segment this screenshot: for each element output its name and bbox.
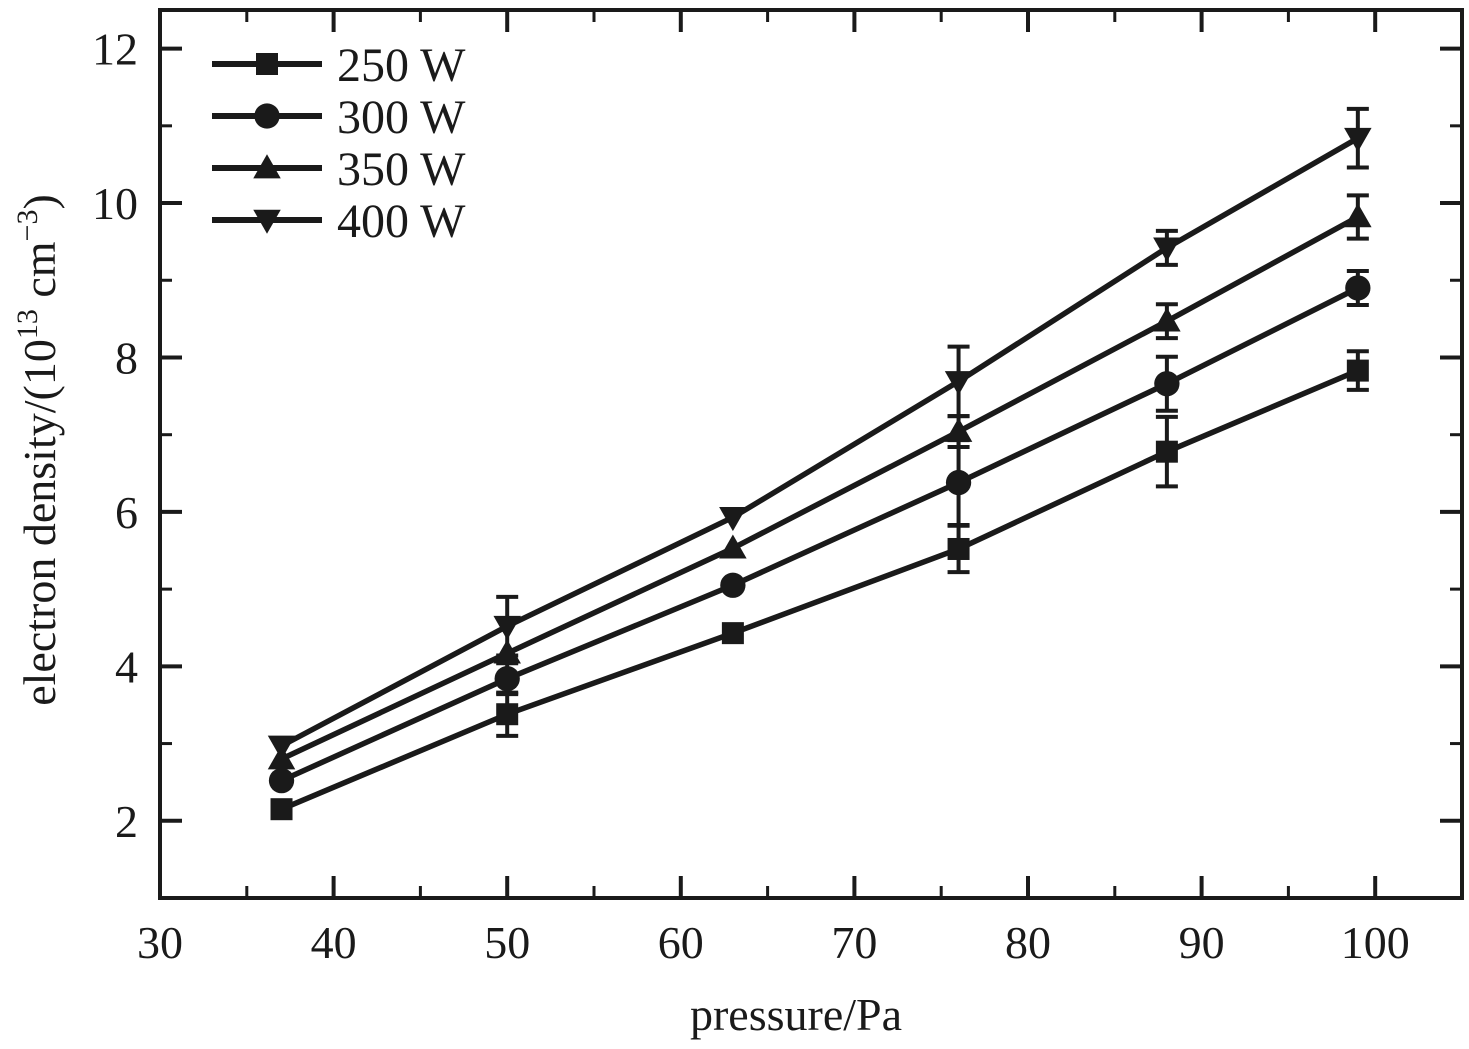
series-line: [280, 368, 1359, 812]
legend-label: 400 W: [337, 195, 466, 248]
y-axis-title-sup1: 13: [11, 309, 44, 339]
y-tick-label: 12: [92, 24, 138, 75]
series-line: [280, 214, 1360, 762]
data-point: [1155, 440, 1178, 463]
series-250w: [270, 349, 1369, 821]
data-point: [719, 507, 747, 532]
data-point: [944, 371, 973, 396]
plot-frame: [158, 8, 1464, 900]
y-tick-label: 8: [115, 332, 138, 383]
x-tick-label: 100: [1341, 917, 1410, 968]
x-tick-label: 80: [1005, 917, 1051, 968]
y-tick-label: 4: [115, 641, 138, 692]
y-axis-title-suffix: ): [14, 194, 65, 209]
data-point: [719, 534, 747, 559]
y-axis-title-sup2: −3: [11, 210, 44, 242]
x-tick-label: 70: [831, 917, 877, 968]
x-axis-ticks: 30 40 50 60 70 80 90 100: [137, 10, 1410, 968]
y-axis-ticks: 2 4 6 8 10 12: [92, 24, 1462, 900]
data-point: [267, 735, 296, 760]
series-300w: [268, 268, 1371, 794]
x-tick-label: 40: [311, 917, 357, 968]
legend-marker: [253, 154, 281, 179]
data-point: [945, 469, 972, 496]
data-point: [947, 537, 970, 560]
legend-marker: [254, 103, 280, 129]
legend-label: 250 W: [337, 39, 466, 92]
data-point: [270, 798, 293, 821]
legend-item: 300 W: [212, 91, 466, 144]
data-point: [1346, 359, 1369, 382]
x-tick-label: 90: [1179, 917, 1225, 968]
data-point: [493, 615, 521, 640]
series-line: [280, 135, 1360, 749]
data-point: [268, 767, 295, 794]
data-point: [1154, 371, 1180, 397]
data-point: [1344, 127, 1372, 152]
x-tick-label: 50: [484, 917, 530, 968]
series-line: [280, 285, 1360, 784]
data-point: [721, 622, 744, 645]
series-400w: [267, 106, 1372, 760]
y-axis-title: electron density/(1013 cm−3): [11, 194, 65, 706]
y-tick-label: 2: [115, 796, 138, 847]
legend-item: 350 W: [212, 143, 466, 196]
data-point: [1153, 307, 1181, 332]
data-point: [944, 417, 973, 442]
legend-label: 350 W: [337, 143, 466, 196]
x-axis-title: pressure/Pa: [690, 989, 902, 1040]
y-axis-title-mid: cm: [14, 241, 65, 309]
y-tick-label: 10: [92, 178, 138, 229]
data-point: [1344, 203, 1372, 228]
data-point: [496, 703, 519, 726]
legend-label: 300 W: [337, 91, 466, 144]
data-point: [494, 666, 520, 692]
legend-marker: [256, 53, 278, 75]
x-tick-label: 30: [137, 917, 183, 968]
y-tick-label: 6: [115, 487, 138, 538]
legend-item: 400 W: [212, 195, 466, 248]
series-layer: [267, 106, 1372, 821]
data-point: [1345, 275, 1371, 301]
y-axis-title-prefix: electron density/(10: [14, 339, 65, 706]
series-350w: [267, 193, 1372, 770]
data-point: [1153, 237, 1181, 262]
x-tick-label: 60: [658, 917, 704, 968]
legend-marker: [253, 209, 281, 234]
legend-item: 250 W: [212, 39, 466, 92]
data-point: [720, 572, 746, 598]
